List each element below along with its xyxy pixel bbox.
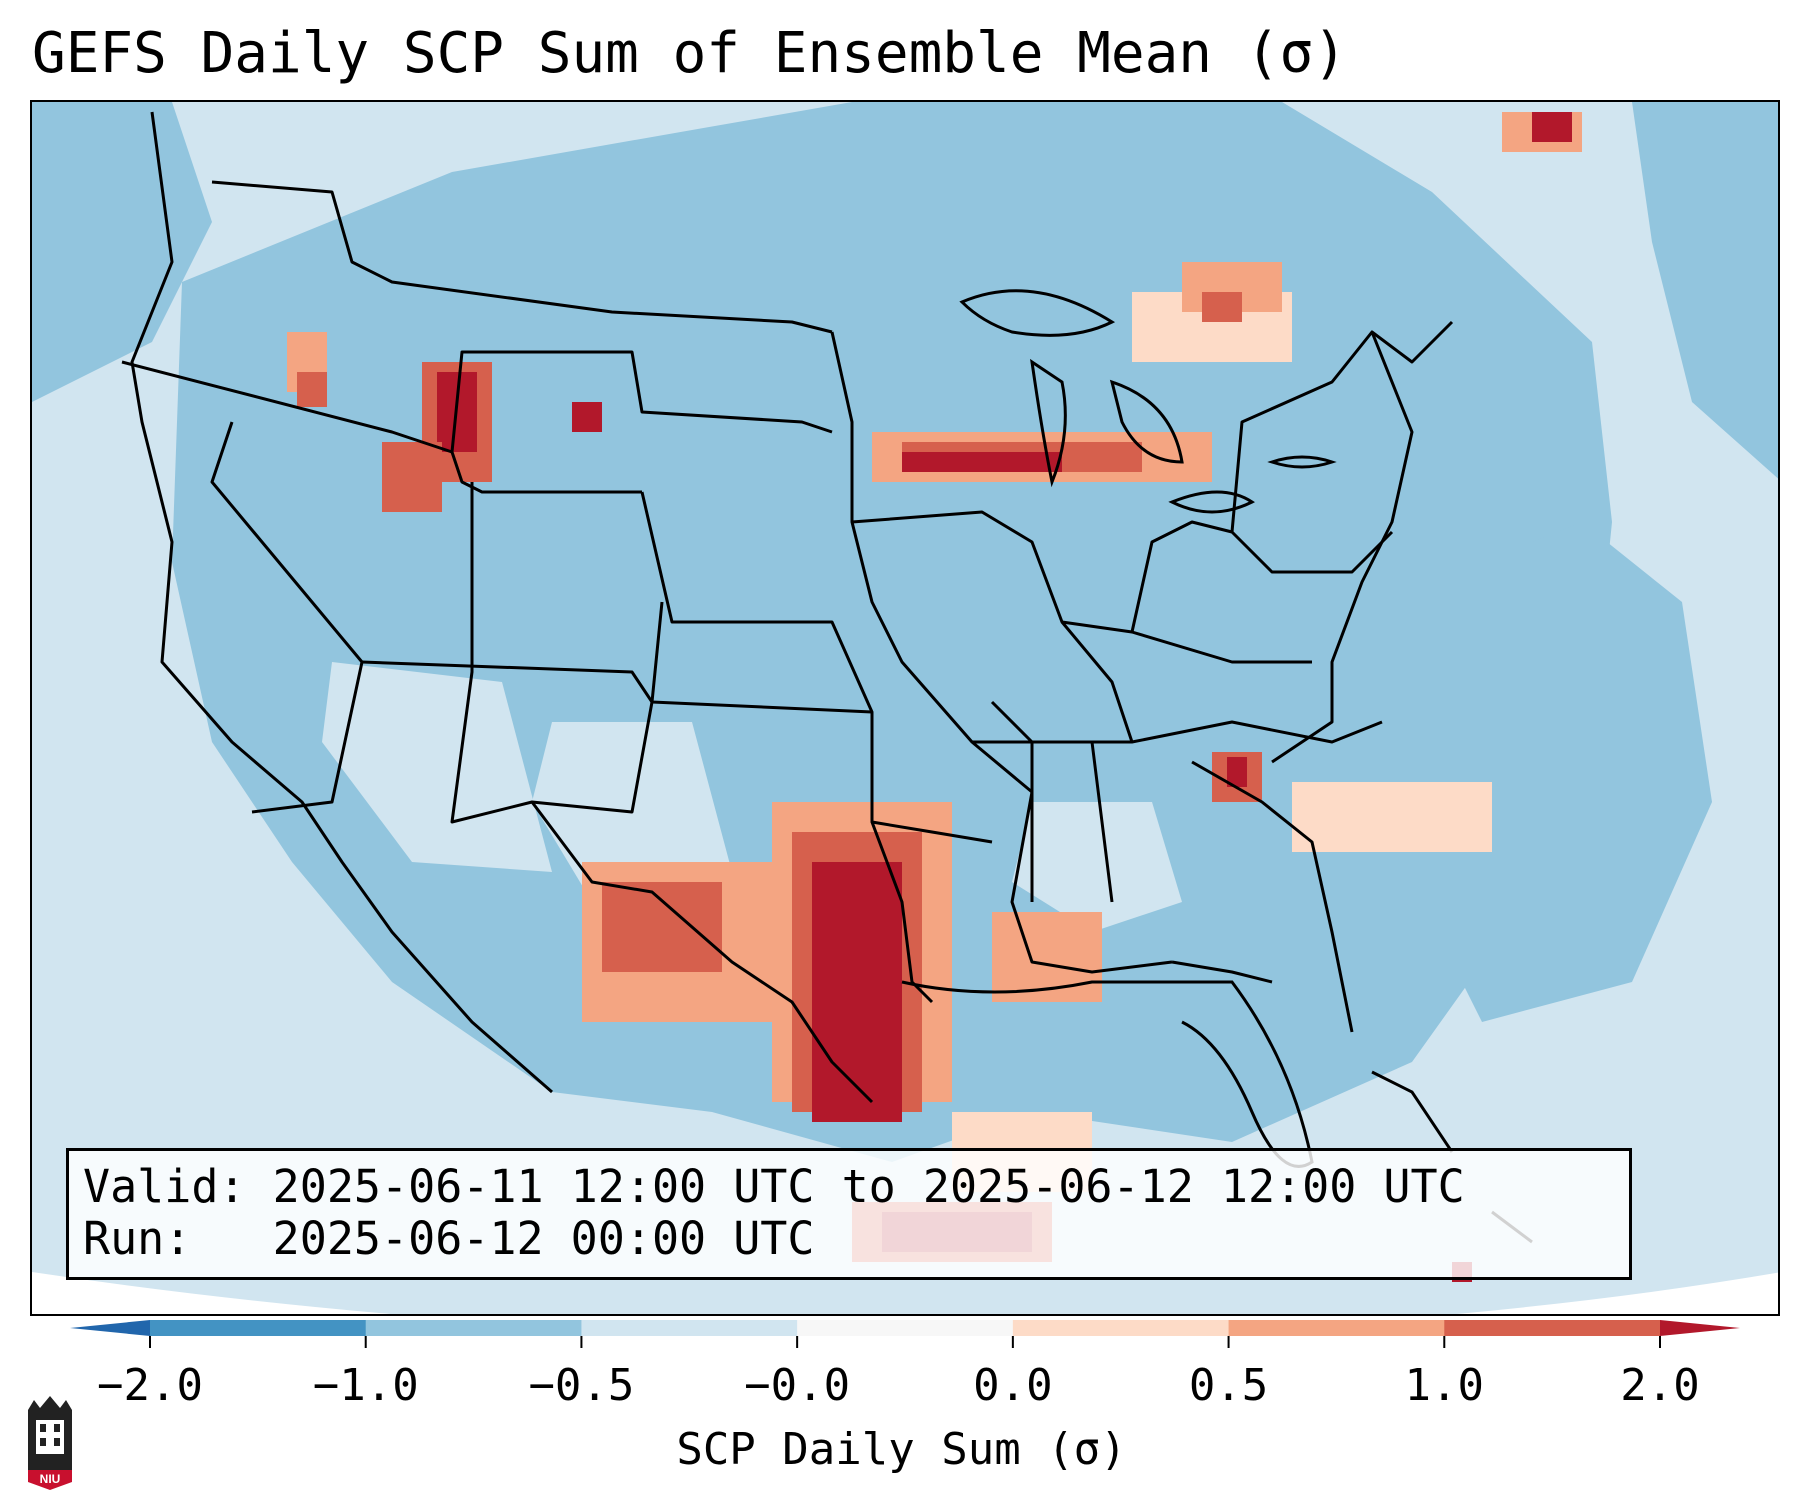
valid-time-box: Valid: 2025-06-11 12:00 UTC to 2025-06-1… bbox=[66, 1148, 1632, 1280]
colorbar-over-arrow bbox=[1660, 1320, 1740, 1336]
colorbar-bin bbox=[1228, 1320, 1445, 1336]
colorbar-tick-label: 1.0 bbox=[1404, 1360, 1485, 1411]
state-boundaries bbox=[121, 111, 1454, 1104]
colorbar bbox=[70, 1320, 1740, 1348]
projection-edge bbox=[32, 1272, 1778, 1314]
map-title: GEFS Daily SCP Sum of Ensemble Mean (σ) bbox=[32, 21, 1347, 86]
map-canvas bbox=[32, 102, 1778, 1314]
gulf-coastline bbox=[901, 980, 1314, 1168]
colorbar-tick-label: −0.5 bbox=[528, 1360, 635, 1411]
colorbar-label: SCP Daily Sum (σ) bbox=[676, 1424, 1127, 1475]
colorbar-under-arrow bbox=[70, 1320, 150, 1336]
map-panel[interactable] bbox=[30, 100, 1780, 1316]
field-region-atlantic bbox=[1382, 522, 1712, 1022]
colorbar-tick-label: 0.5 bbox=[1188, 1360, 1269, 1411]
niu-logo: NIU bbox=[28, 1396, 72, 1490]
colorbar-tick-label: −0.0 bbox=[744, 1360, 851, 1411]
colorbar-bin bbox=[1012, 1320, 1230, 1336]
colorbar-bin bbox=[1444, 1320, 1661, 1336]
field-region-neutral-southeast bbox=[1012, 802, 1182, 932]
logo-text: NIU bbox=[40, 1472, 61, 1486]
colorbar-tick-label: −2.0 bbox=[97, 1360, 203, 1411]
field-region-northeast bbox=[1632, 102, 1778, 479]
run-time-line: Run: 2025-06-12 00:00 UTC bbox=[83, 1212, 815, 1265]
field-region-pacific-nw bbox=[32, 102, 212, 402]
great-lakes bbox=[959, 289, 1337, 514]
field-region-neutral-west bbox=[322, 662, 552, 872]
colorbar-bin bbox=[581, 1320, 798, 1336]
valid-time-line: Valid: 2025-06-11 12:00 UTC to 2025-06-1… bbox=[83, 1160, 1465, 1213]
colorbar-bin bbox=[797, 1320, 1014, 1336]
field-region-negative bbox=[172, 102, 1612, 1162]
colorbar-tick-label: 2.0 bbox=[1620, 1360, 1700, 1411]
colorbar-bin bbox=[365, 1320, 582, 1336]
colorbar-bin bbox=[150, 1320, 367, 1336]
colorbar-tick-label: −1.0 bbox=[312, 1360, 419, 1411]
colorbar-tick-label: 0.0 bbox=[973, 1360, 1053, 1411]
